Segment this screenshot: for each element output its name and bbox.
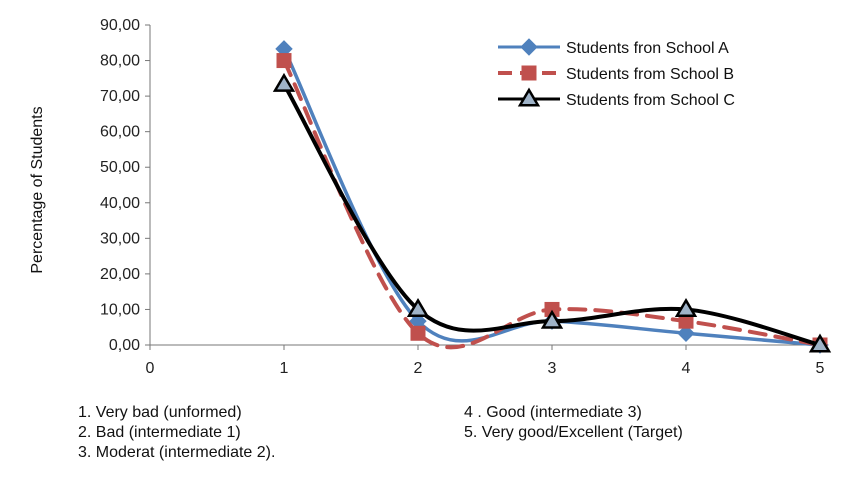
y-tick-label: 20,00: [100, 266, 140, 283]
line-chart: 0,00 10,00 20,00 30,00 40,00 50,00 60,00 70,00 8…: [29, 17, 832, 377]
x-tick-labels: 0 1 2 3 4 5: [146, 345, 825, 377]
data-point: [410, 325, 426, 341]
y-tick-label: 40,00: [100, 195, 140, 212]
note-1: 1. Very bad (unformed): [78, 404, 242, 421]
legend-label: Students fron School A: [566, 40, 729, 57]
y-tick-label: 0,00: [109, 337, 140, 354]
y-tick-label: 50,00: [100, 159, 140, 176]
data-point: [276, 53, 292, 69]
data-point: [808, 333, 832, 353]
legend-item-b: Students from School B: [498, 65, 734, 83]
legend-swatch-marker: [520, 38, 538, 56]
x-tick-label: 5: [816, 360, 825, 377]
note-2: 2. Bad (intermediate 1): [78, 424, 241, 441]
x-tick-label: 1: [280, 360, 289, 377]
series-c: [272, 72, 832, 353]
x-tick-label: 2: [414, 360, 423, 377]
legend-item-a: Students fron School A: [498, 38, 729, 57]
y-tick-labels: 0,00 10,00 20,00 30,00 40,00 50,00 60,00 70,00 8…: [100, 17, 150, 354]
note-4: 4 . Good (intermediate 3): [464, 404, 642, 421]
data-point: [540, 309, 564, 329]
y-tick-label: 90,00: [100, 17, 140, 34]
y-tick-label: 10,00: [100, 301, 140, 318]
note-5: 5. Very good/Excellent (Target): [464, 424, 683, 441]
legend-label: Students from School B: [566, 66, 734, 83]
data-point: [674, 297, 698, 317]
data-point: [406, 297, 430, 317]
y-tick-label: 80,00: [100, 53, 140, 70]
series-line: [282, 47, 822, 347]
series-line: [282, 58, 822, 350]
x-tick-label: 4: [682, 360, 691, 377]
data-point: [272, 72, 296, 92]
x-tick-label: 3: [548, 360, 557, 377]
x-tick-label: 0: [146, 360, 155, 377]
legend-item-c: Students from School C: [498, 87, 735, 109]
y-tick-label: 70,00: [100, 88, 140, 105]
y-tick-label: 30,00: [100, 230, 140, 247]
legend-swatch-marker: [517, 87, 541, 107]
y-axis-label: Percentage of Students: [29, 106, 46, 273]
legend-swatch-marker: [521, 65, 537, 81]
legend-label: Students from School C: [566, 92, 735, 109]
data-point: [677, 324, 695, 342]
chart-axes: [149, 25, 820, 346]
series-line: [282, 82, 822, 347]
y-tick-label: 60,00: [100, 124, 140, 141]
series-group: [272, 40, 832, 354]
note-3: 3. Moderat (intermediate 2).: [78, 444, 276, 461]
legend: Students fron School A Students from Scho…: [498, 38, 735, 109]
